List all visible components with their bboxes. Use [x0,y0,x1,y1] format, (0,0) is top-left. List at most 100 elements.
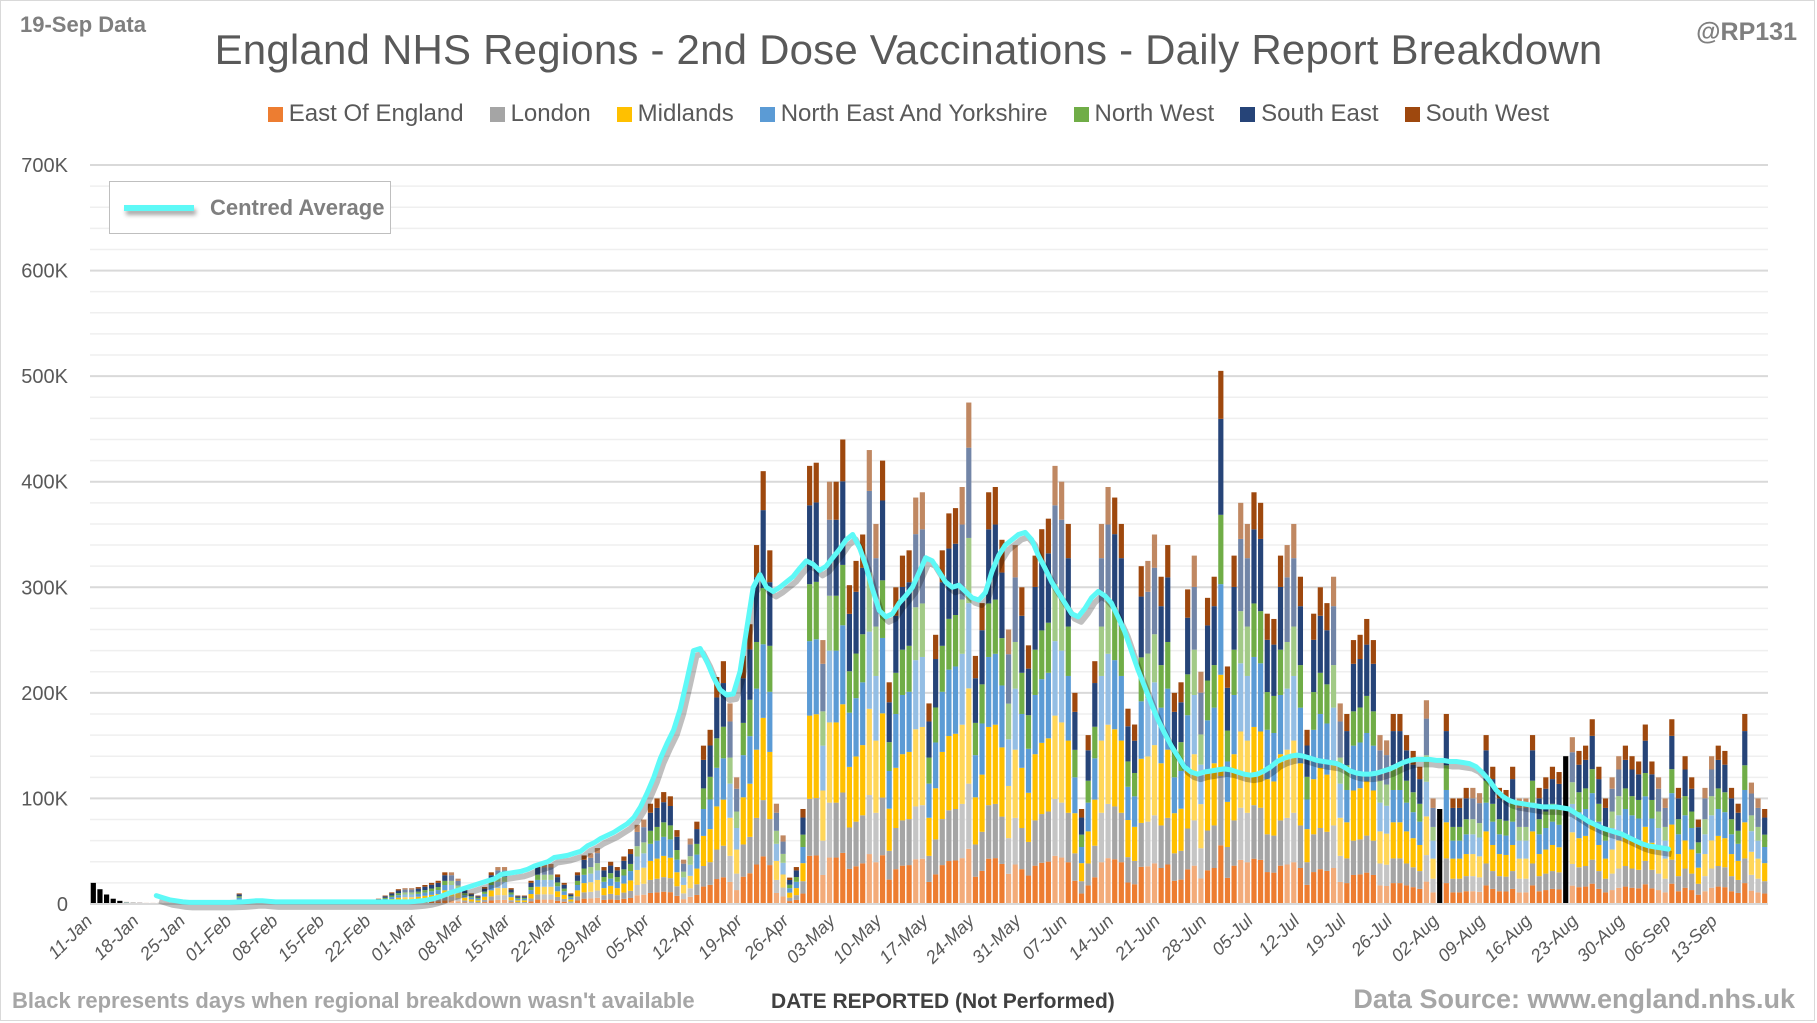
bar-segment [1655,849,1662,874]
bar-segment [442,872,448,876]
bar-segment [1695,867,1701,884]
bar-segment [1490,888,1496,904]
chart-title: England NHS Regions - 2nd Dose Vaccinati… [214,26,1603,73]
bar-segment [455,878,461,881]
bar-segment [1377,750,1383,781]
bar-segment [1417,766,1423,780]
bar-segment [621,860,627,870]
bar-segment [886,808,892,851]
bar-segment [1006,838,1012,874]
bar-segment [1198,692,1204,735]
bar-segment [1330,665,1337,708]
bar-segment [694,884,700,895]
bar-segment [395,890,401,894]
bar-segment [1384,864,1390,887]
bar-segment [946,810,952,862]
bar-segment [1722,812,1728,839]
bar-segment [1092,661,1098,684]
bar-segment [1695,819,1701,828]
x-tick-label: 19-Jul [1301,910,1351,960]
bar-segment [1244,862,1250,904]
bar-segment [1463,854,1469,877]
bar-segment [634,884,640,896]
bar-segment [402,892,408,895]
bar-segment [767,751,773,820]
bar-segment [1543,890,1549,904]
bar-segment [1271,644,1277,696]
bar-segment [395,897,401,901]
bar-segment [1364,781,1370,836]
bar-segment [1045,622,1051,673]
bar-segment [1211,576,1217,607]
bar-segment [1337,757,1343,784]
bar-segment [1589,824,1595,860]
bar-segment [1052,798,1058,856]
bar-segment [1669,735,1675,770]
bar-segment [1377,831,1383,864]
bar-segment [1138,822,1144,867]
bar-segment [926,855,932,882]
bar-segment [488,872,494,876]
bar-segment [860,634,866,683]
bar-segment [833,519,839,596]
bar-segment [1284,817,1290,865]
bar-segment [1735,803,1741,813]
bar-segment [1204,830,1211,871]
bar-segment [1609,849,1615,874]
bar-segment [1277,820,1284,866]
bar-segment [482,896,488,900]
bar-segment [1052,855,1058,904]
bar-segment [760,510,766,589]
bar-segment [1728,787,1735,799]
bar-segment [614,899,620,904]
bar-segment [966,537,972,604]
bar-segment [707,745,713,777]
bar-segment [1596,779,1602,804]
y-tick-label: 600K [21,261,68,283]
bar-segment [647,892,654,904]
bar-segment [1583,745,1589,760]
bar-segment [1344,731,1350,766]
bar-segment [1132,796,1138,827]
bar-segment [740,722,746,756]
bar-segment [608,878,614,886]
bar-segment [1715,835,1721,866]
bar-segment [1204,720,1211,773]
bar-segment [1702,819,1708,835]
bar-segment [747,699,753,737]
bar-segment [1251,726,1257,806]
bar-segment [1483,831,1489,864]
bar-segment [521,895,528,897]
bar-segment [1569,832,1575,864]
bar-segment [959,803,965,859]
bar-segment [1271,781,1277,836]
bar-segment [1019,767,1025,828]
bar-segment [886,770,892,809]
bar-segment [382,895,388,897]
bar-segment [415,893,421,897]
bar-segment [1622,865,1628,887]
bar-segment [1224,877,1231,904]
bar-segment [846,613,852,672]
x-axis-title: DATE REPORTED (Not Performed) [771,990,1115,1013]
bar-segment [488,900,494,904]
bar-segment [1025,841,1032,876]
bar-segment [1218,776,1224,846]
bar-segment [860,863,866,904]
bar-segment [966,848,972,904]
bar-segment [1238,807,1244,860]
bar-segment [1291,523,1297,559]
bar-segment [1072,853,1078,881]
bar-segment [1105,486,1111,525]
bar-segment [687,896,693,904]
bar-segment [402,888,408,890]
bar-segment [661,877,667,892]
bar-segment [972,678,979,723]
bar-segment [1762,863,1768,882]
bar-segment [826,481,833,520]
bar-segment [1510,779,1516,804]
bar-segment [1151,863,1158,904]
bar-segment [1019,827,1025,870]
bar-segment [1629,887,1635,904]
bar-segment [1337,783,1343,818]
